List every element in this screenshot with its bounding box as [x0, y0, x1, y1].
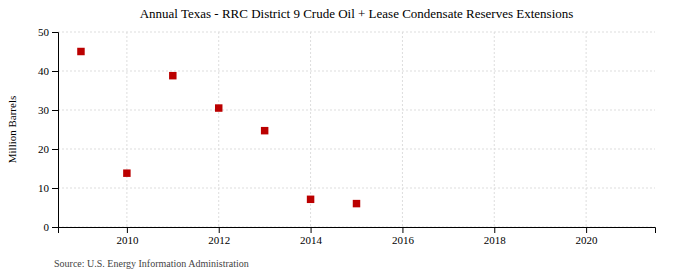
- tick-mark: [402, 227, 403, 233]
- grid-line: [218, 32, 219, 227]
- grid-line: [402, 32, 403, 227]
- tick: 2014: [300, 227, 323, 246]
- grid-line: [58, 188, 655, 189]
- y-axis-label: Million Barrels: [6, 96, 18, 164]
- point: [215, 104, 222, 111]
- tick: 2016: [392, 227, 415, 246]
- grid-line: [58, 110, 655, 111]
- tick-mark: [219, 227, 220, 233]
- plot-area: 2010 2012 2014 2016 2018 2020 0 10 20 30 40 50: [38, 26, 656, 246]
- point: [169, 72, 176, 79]
- axis-line: [52, 33, 59, 228]
- tick-mark: [52, 188, 58, 189]
- axis-line: [59, 228, 656, 234]
- point: [261, 127, 268, 134]
- tick-label: 10: [38, 182, 50, 194]
- points: [77, 48, 360, 208]
- point: [123, 169, 130, 176]
- source-annotation: Source: U.S. Energy Information Administ…: [54, 258, 249, 269]
- tick-label: 20: [38, 143, 50, 155]
- tick: 50: [38, 26, 58, 38]
- tick-label: 40: [38, 65, 50, 77]
- tick-mark: [311, 227, 312, 233]
- tick-mark: [52, 149, 58, 150]
- tick-label: 2014: [300, 234, 323, 246]
- tick-label: 2018: [484, 234, 507, 246]
- tick-mark: [52, 227, 58, 228]
- tick-mark: [52, 32, 58, 33]
- tick-mark: [127, 227, 128, 233]
- tick-label: 2020: [576, 234, 599, 246]
- tick-label: 50: [38, 26, 50, 38]
- grid-line: [58, 149, 655, 150]
- tick: 0: [44, 221, 59, 233]
- y-axis: 0 10 20 30 40 50: [38, 26, 59, 233]
- point: [353, 200, 360, 207]
- tick-label: 0: [44, 221, 50, 233]
- tick: 2012: [208, 227, 230, 246]
- tick-mark: [52, 71, 58, 72]
- tick: 2010: [116, 227, 139, 246]
- grid-line: [126, 32, 127, 227]
- tick: 30: [38, 104, 58, 116]
- grid-line: [586, 32, 587, 227]
- title: Annual Texas - RRC District 9 Crude Oil …: [140, 6, 574, 21]
- tick: 2020: [576, 227, 599, 246]
- tick-mark: [494, 227, 495, 233]
- tick-label: 30: [38, 104, 50, 116]
- tick-mark: [586, 227, 587, 233]
- tick: 2018: [484, 227, 507, 246]
- tick-label: 2012: [208, 234, 230, 246]
- tick-label: 2016: [392, 234, 415, 246]
- point: [77, 48, 84, 55]
- tick-mark: [52, 110, 58, 111]
- tick: 20: [38, 143, 58, 155]
- point: [307, 196, 314, 203]
- grid-line: [494, 32, 495, 227]
- chart: 2010 2012 2014 2016 2018 2020 0 10 20 30 40 50 Annua…: [0, 0, 675, 275]
- tick: 10: [38, 182, 58, 194]
- grid-line: [58, 71, 655, 72]
- x-axis: 2010 2012 2014 2016 2018 2020: [59, 227, 656, 246]
- grid-line: [58, 32, 655, 33]
- grid: [58, 32, 655, 227]
- tick: 40: [38, 65, 58, 77]
- tick-label: 2010: [116, 234, 139, 246]
